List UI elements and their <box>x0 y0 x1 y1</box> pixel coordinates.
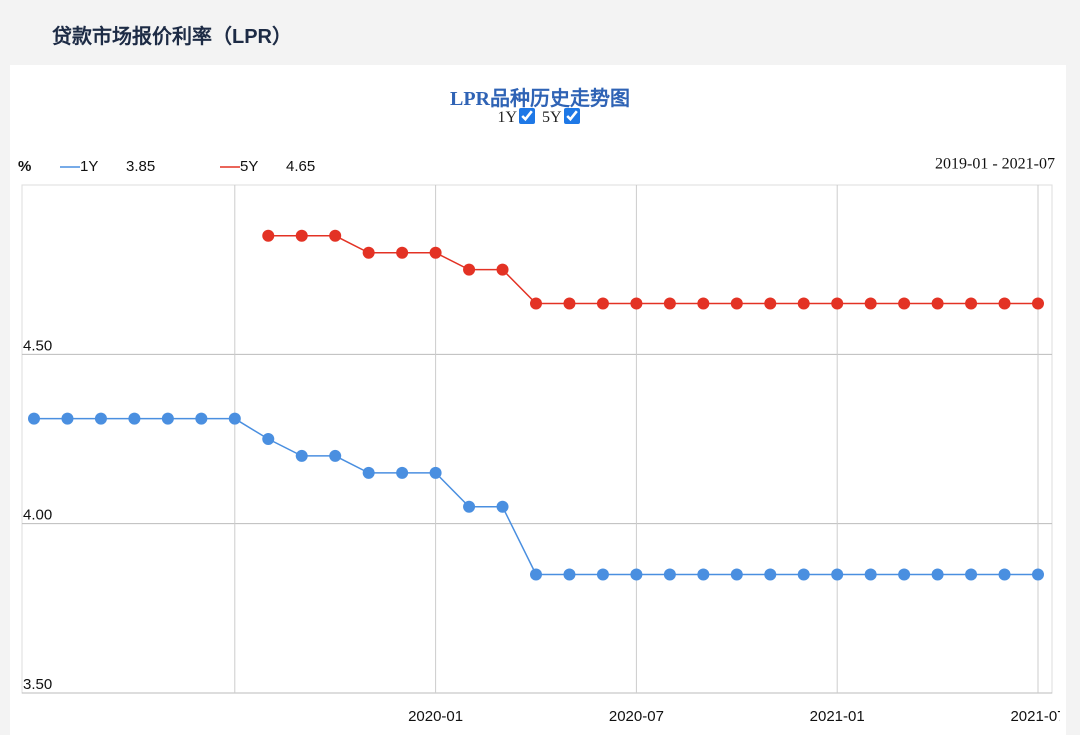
data-point <box>530 297 542 310</box>
data-point <box>898 568 911 581</box>
legend-value: 4.65 <box>286 158 315 175</box>
data-point <box>931 297 944 310</box>
data-point <box>596 297 609 310</box>
y-tick-label: 4.00 <box>23 507 52 524</box>
data-point <box>61 412 74 425</box>
panel <box>10 65 1066 735</box>
legend-label: 5Y <box>240 158 258 175</box>
series-line <box>268 235 1038 305</box>
data-point <box>563 297 576 310</box>
series-toggles: 1Y 5Y <box>0 108 1080 127</box>
legend-value: 3.85 <box>126 158 155 175</box>
y-axis-label: % <box>18 158 31 175</box>
data-point <box>663 297 676 310</box>
data-point <box>630 568 643 581</box>
y-tick-label: 4.50 <box>23 337 52 354</box>
data-point <box>1032 297 1044 310</box>
data-point <box>730 297 743 310</box>
data-point <box>965 297 978 310</box>
data-point <box>998 297 1011 310</box>
data-point <box>262 229 275 242</box>
y-tick-label: 3.50 <box>23 676 52 693</box>
data-point <box>596 568 609 581</box>
data-point <box>161 412 174 425</box>
x-tick-label: 2021-01 <box>810 708 865 725</box>
data-point <box>228 412 241 425</box>
data-point <box>94 412 107 425</box>
data-point <box>730 568 743 581</box>
data-point <box>463 500 476 513</box>
data-point <box>998 568 1011 581</box>
data-point <box>496 500 509 513</box>
toggle-1y[interactable] <box>519 108 535 124</box>
data-point <box>429 246 442 259</box>
data-point <box>329 449 342 462</box>
data-point <box>262 433 275 445</box>
data-point <box>329 229 342 242</box>
plot-border <box>21 184 1053 694</box>
data-point <box>630 297 643 310</box>
data-point <box>396 466 409 479</box>
x-tick-label: 2021-07 <box>1010 708 1060 725</box>
x-tick-label: 2020-07 <box>609 708 664 725</box>
data-point <box>697 297 710 310</box>
series-line <box>34 417 1038 576</box>
data-point <box>663 568 676 581</box>
data-point <box>128 412 141 425</box>
toggle-label: 1Y <box>497 109 517 126</box>
data-point <box>1032 568 1044 581</box>
data-point <box>530 568 542 581</box>
chart-title: LPR品种历史走势图 <box>450 88 630 110</box>
toggle-5y[interactable] <box>563 108 580 124</box>
data-point <box>898 297 911 310</box>
data-point <box>563 568 576 581</box>
data-point <box>295 449 308 462</box>
legend-label: 1Y <box>80 158 98 175</box>
data-point <box>697 568 710 581</box>
data-point <box>195 412 208 425</box>
data-point <box>764 297 777 310</box>
data-point <box>965 568 978 581</box>
data-point <box>396 246 409 259</box>
data-point <box>362 466 375 479</box>
data-point <box>463 263 476 276</box>
data-point <box>831 568 844 581</box>
data-point <box>797 297 810 310</box>
data-point <box>295 229 308 242</box>
data-point <box>362 246 375 259</box>
data-point <box>496 263 509 276</box>
data-point <box>764 568 777 581</box>
data-point <box>429 466 442 479</box>
data-point <box>831 297 844 310</box>
page-title: 贷款市场报价利率（LPR） <box>52 26 292 48</box>
data-point <box>931 568 944 581</box>
date-range: 2019-01 - 2021-07 <box>935 156 1055 173</box>
data-point <box>797 568 810 581</box>
data-point <box>864 297 877 310</box>
toggle-label: 5Y <box>542 109 562 126</box>
data-point <box>28 412 40 425</box>
x-tick-label: 2020-01 <box>408 708 463 725</box>
data-point <box>864 568 877 581</box>
